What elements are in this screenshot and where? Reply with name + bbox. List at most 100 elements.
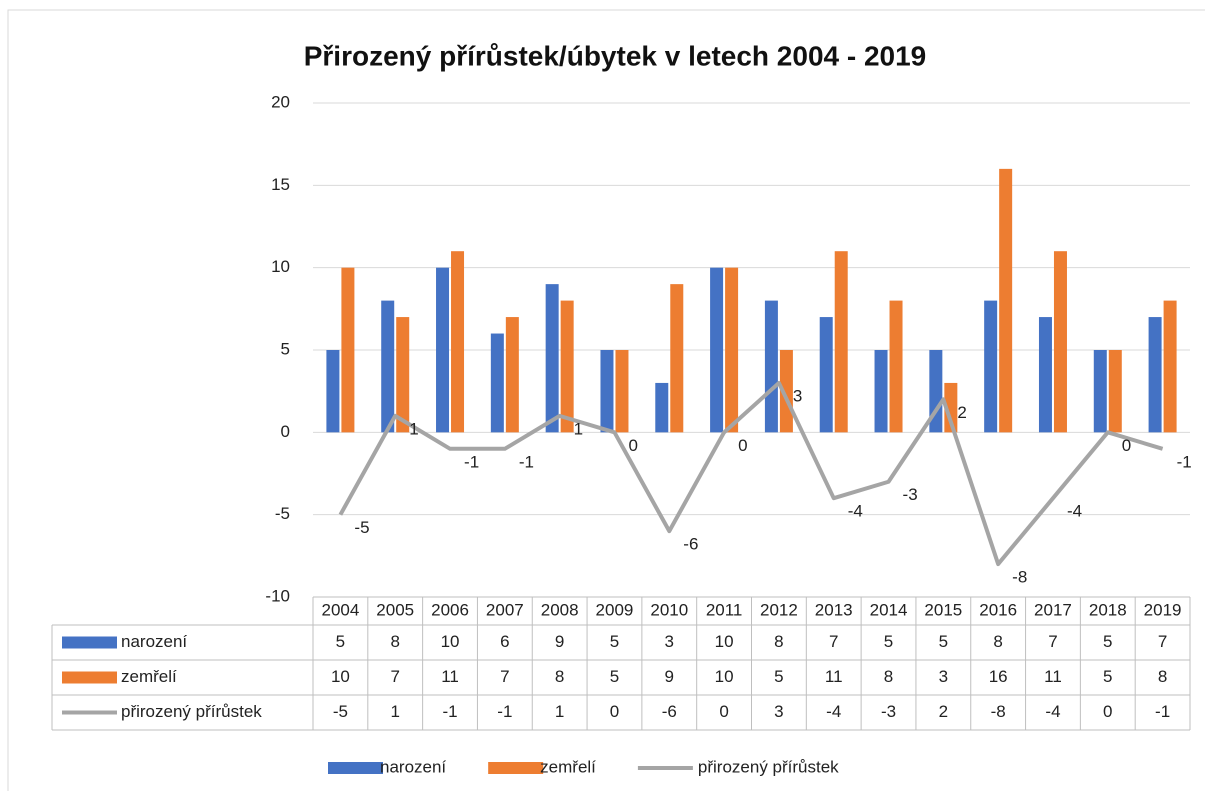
bar <box>505 317 519 433</box>
legend-label: zemřelí <box>540 757 596 776</box>
x-tick-label: 2010 <box>650 600 688 619</box>
legend-key <box>488 762 544 774</box>
table-cell: 8 <box>884 667 893 686</box>
chart-title: Přirozený přírůstek/úbytek v letech 2004… <box>304 40 927 71</box>
data-label: 1 <box>574 419 583 438</box>
bar <box>326 350 340 433</box>
bar <box>1163 300 1177 433</box>
table-cell: 16 <box>989 667 1008 686</box>
table-cell: 11 <box>441 667 459 686</box>
table-cell: 5 <box>1103 632 1112 651</box>
table-cell: 9 <box>665 667 674 686</box>
x-tick-label: 2017 <box>1034 600 1072 619</box>
y-tick-label: 0 <box>281 422 290 441</box>
data-label: 0 <box>628 436 637 455</box>
x-tick-label: 2016 <box>979 600 1017 619</box>
table-cell: -5 <box>333 702 348 721</box>
table-cell: 5 <box>610 667 619 686</box>
bar <box>341 267 355 433</box>
table-cell: 7 <box>1048 632 1057 651</box>
table-cell: 7 <box>1158 632 1167 651</box>
legend-key <box>62 636 117 649</box>
x-tick-label: 2013 <box>815 600 853 619</box>
table-row-label: narození <box>121 632 187 651</box>
table-cell: 3 <box>665 632 674 651</box>
y-tick-label: 15 <box>271 175 290 194</box>
data-label: -1 <box>1177 452 1192 471</box>
bar <box>889 300 903 433</box>
line <box>338 380 1164 567</box>
table-cell: 8 <box>555 667 564 686</box>
table-cell: -6 <box>662 702 677 721</box>
table-cell: 3 <box>774 702 783 721</box>
bar <box>655 382 669 433</box>
x-tick-label: 2014 <box>870 600 908 619</box>
table-cell: 0 <box>1103 702 1112 721</box>
table-cell: 8 <box>993 632 1002 651</box>
table-cell: 7 <box>390 667 399 686</box>
bar <box>710 267 724 433</box>
table-cell: 1 <box>555 702 564 721</box>
table-cell: -4 <box>826 702 841 721</box>
bar <box>615 350 629 433</box>
table-cell: 6 <box>500 632 509 651</box>
table-row-label: zemřelí <box>121 667 177 686</box>
table-cell: -1 <box>1155 702 1170 721</box>
chart-frame <box>7 9 1205 791</box>
data-label: 2 <box>957 403 966 422</box>
bar <box>1108 350 1122 433</box>
x-tick-label: 2019 <box>1144 600 1182 619</box>
bar <box>984 300 998 433</box>
y-tick-label: 20 <box>271 92 290 111</box>
data-label: -4 <box>1067 502 1082 521</box>
y-tick-label: -10 <box>265 586 290 605</box>
table-cell: -3 <box>881 702 896 721</box>
legend-label: narození <box>380 757 446 776</box>
table-cell: 5 <box>884 632 893 651</box>
bar <box>1038 317 1052 433</box>
table-cell: -1 <box>497 702 512 721</box>
data-label: 0 <box>738 436 747 455</box>
bar <box>725 267 739 433</box>
table-cell: 2 <box>939 702 948 721</box>
bar <box>999 168 1013 433</box>
x-tick-label: 2018 <box>1089 600 1127 619</box>
x-tick-label: 2007 <box>486 600 524 619</box>
table-cell: 0 <box>610 702 619 721</box>
table-cell: 0 <box>719 702 728 721</box>
bar <box>451 251 465 433</box>
table-cell: -4 <box>1045 702 1060 721</box>
x-tick-label: 2004 <box>321 600 359 619</box>
bar <box>944 382 958 433</box>
data-label: -1 <box>464 452 479 471</box>
table-cell: 11 <box>1044 667 1062 686</box>
table-cell: 9 <box>555 632 564 651</box>
table-cell: 7 <box>829 632 838 651</box>
legend-label: přirozený přírůstek <box>698 757 839 776</box>
x-tick-label: 2006 <box>431 600 469 619</box>
x-tick-label: 2009 <box>596 600 634 619</box>
legend-key <box>328 762 383 774</box>
bar <box>874 350 888 433</box>
x-tick-label: 2005 <box>376 600 414 619</box>
data-label: -6 <box>683 535 698 554</box>
table-cell: 10 <box>331 667 350 686</box>
table-cell: 8 <box>390 632 399 651</box>
bar <box>381 300 395 433</box>
table-cell: 8 <box>774 632 783 651</box>
bar <box>545 284 559 433</box>
x-tick-label: 2008 <box>541 600 579 619</box>
table-cell: 5 <box>336 632 345 651</box>
table-cell: 7 <box>500 667 509 686</box>
bar <box>929 350 943 433</box>
y-tick-label: -5 <box>275 504 290 523</box>
table-cell: 5 <box>1103 667 1112 686</box>
bar <box>819 317 833 433</box>
table-cell: 8 <box>1158 667 1167 686</box>
data-label: -5 <box>354 518 369 537</box>
bar <box>1093 350 1107 433</box>
y-tick-label: 5 <box>281 339 290 358</box>
data-label: -4 <box>848 502 863 521</box>
table-cell: 5 <box>774 667 783 686</box>
